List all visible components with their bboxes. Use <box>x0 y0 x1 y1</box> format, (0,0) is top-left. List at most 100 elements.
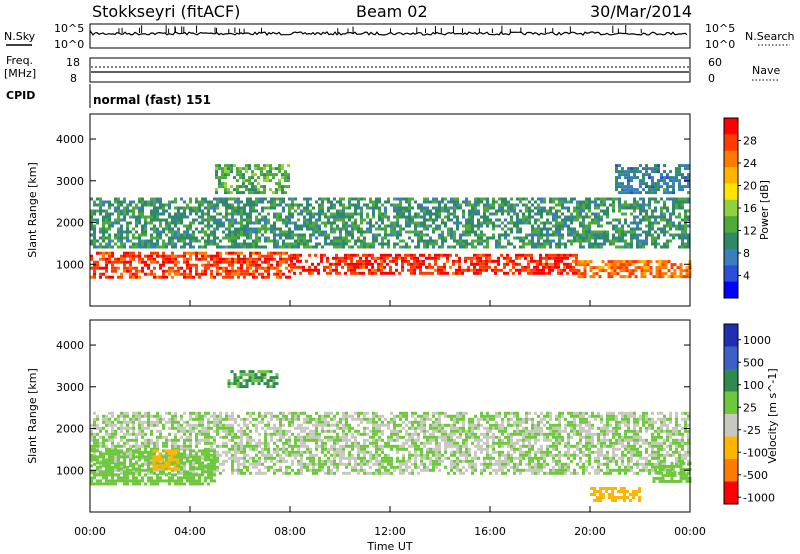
heatmap-cell <box>144 263 147 267</box>
heatmap-cell <box>111 444 114 448</box>
heatmap-cell <box>96 447 99 451</box>
heatmap-cell <box>458 268 461 272</box>
heatmap-cell <box>117 209 120 213</box>
heatmap-cell <box>422 271 425 275</box>
heatmap-cell <box>678 170 681 174</box>
heatmap-cell <box>393 426 396 430</box>
heatmap-cell <box>213 414 216 418</box>
heatmap-cell <box>156 200 159 204</box>
heatmap-cell <box>471 245 474 249</box>
heatmap-cell <box>174 263 177 267</box>
heatmap-cell <box>592 266 596 270</box>
heatmap-cell <box>162 245 165 249</box>
heatmap-cell <box>630 167 633 171</box>
heatmap-cell <box>309 459 312 463</box>
heatmap-cell <box>639 182 642 186</box>
heatmap-cell <box>183 254 186 258</box>
heatmap-cell <box>114 456 117 460</box>
heatmap-cell <box>156 260 159 264</box>
heatmap-cell <box>93 230 96 234</box>
heatmap-cell <box>144 420 147 424</box>
heatmap-cell <box>416 262 419 266</box>
heatmap-cell <box>666 176 669 180</box>
heatmap-cell <box>120 209 123 213</box>
heatmap-cell <box>224 167 227 171</box>
heatmap-cell <box>321 459 324 463</box>
heatmap-cell <box>239 176 242 180</box>
heatmap-cell <box>419 262 422 266</box>
heatmap-cell <box>664 272 668 276</box>
heatmap-cell <box>344 259 347 263</box>
heatmap-cell <box>431 271 434 275</box>
heatmap-cell <box>654 218 657 222</box>
heatmap-cell <box>129 426 132 430</box>
heatmap-cell <box>363 438 366 442</box>
heatmap-cell <box>339 456 342 460</box>
heatmap-cell <box>639 218 642 222</box>
heatmap-cell <box>557 262 560 266</box>
heatmap-cell <box>633 209 636 213</box>
heatmap-cell <box>108 233 111 237</box>
heatmap-cell <box>396 432 399 436</box>
heatmap-cell <box>315 432 318 436</box>
heatmap-cell <box>607 260 611 264</box>
heatmap-cell <box>150 459 153 463</box>
heatmap-cell <box>252 239 255 243</box>
heatmap-cell <box>342 453 345 457</box>
heatmap-cell <box>135 206 138 210</box>
heatmap-cell <box>482 268 485 272</box>
heatmap-cell <box>513 209 516 213</box>
heatmap-cell <box>347 265 350 269</box>
heatmap-cell <box>195 414 198 418</box>
heatmap-cell <box>102 215 105 219</box>
heatmap-cell <box>512 262 515 266</box>
heatmap-cell <box>549 206 552 210</box>
heatmap-cell <box>216 272 219 276</box>
heatmap-cell <box>594 221 597 225</box>
heatmap-cell <box>90 197 93 201</box>
heatmap-cell <box>630 233 633 237</box>
heatmap-cell <box>255 221 258 225</box>
heatmap-cell <box>278 164 281 168</box>
heatmap-cell <box>396 212 399 216</box>
heatmap-cell <box>117 206 120 210</box>
heatmap-cell <box>335 265 338 269</box>
heatmap-cell <box>308 268 311 272</box>
heatmap-cell <box>642 215 645 219</box>
heatmap-cell <box>405 206 408 210</box>
heatmap-cell <box>240 224 243 228</box>
heatmap-cell <box>297 423 300 427</box>
heatmap-cell <box>228 429 231 433</box>
heatmap-cell <box>273 215 276 219</box>
heatmap-cell <box>291 414 294 418</box>
heatmap-cell <box>660 185 663 189</box>
heatmap-cell <box>303 245 306 249</box>
heatmap-cell <box>135 275 138 279</box>
heatmap-cell <box>300 453 303 457</box>
heatmap-cell <box>640 269 644 273</box>
heatmap-cell <box>479 268 482 272</box>
heatmap-cell <box>687 182 690 186</box>
heatmap-cell <box>108 221 111 225</box>
heatmap-cell <box>510 206 513 210</box>
heatmap-cell <box>438 236 441 240</box>
heatmap-cell <box>141 197 144 201</box>
heatmap-cell <box>408 236 411 240</box>
heatmap-cell <box>351 456 354 460</box>
heatmap-cell <box>423 200 426 204</box>
heatmap-cell <box>195 465 198 469</box>
heatmap-cell <box>676 266 680 270</box>
heatmap-cell <box>93 432 96 436</box>
heatmap-cell <box>384 212 387 216</box>
heatmap-cell <box>90 453 93 457</box>
heatmap-cell <box>309 197 312 201</box>
heatmap-cell <box>201 263 204 267</box>
heatmap-cell <box>338 271 341 275</box>
heatmap-cell <box>108 245 111 249</box>
heatmap-cell <box>135 266 138 270</box>
heatmap-cell <box>573 209 576 213</box>
heatmap-cell <box>342 456 345 460</box>
heatmap-cell <box>375 200 378 204</box>
heatmap-cell <box>630 245 633 249</box>
